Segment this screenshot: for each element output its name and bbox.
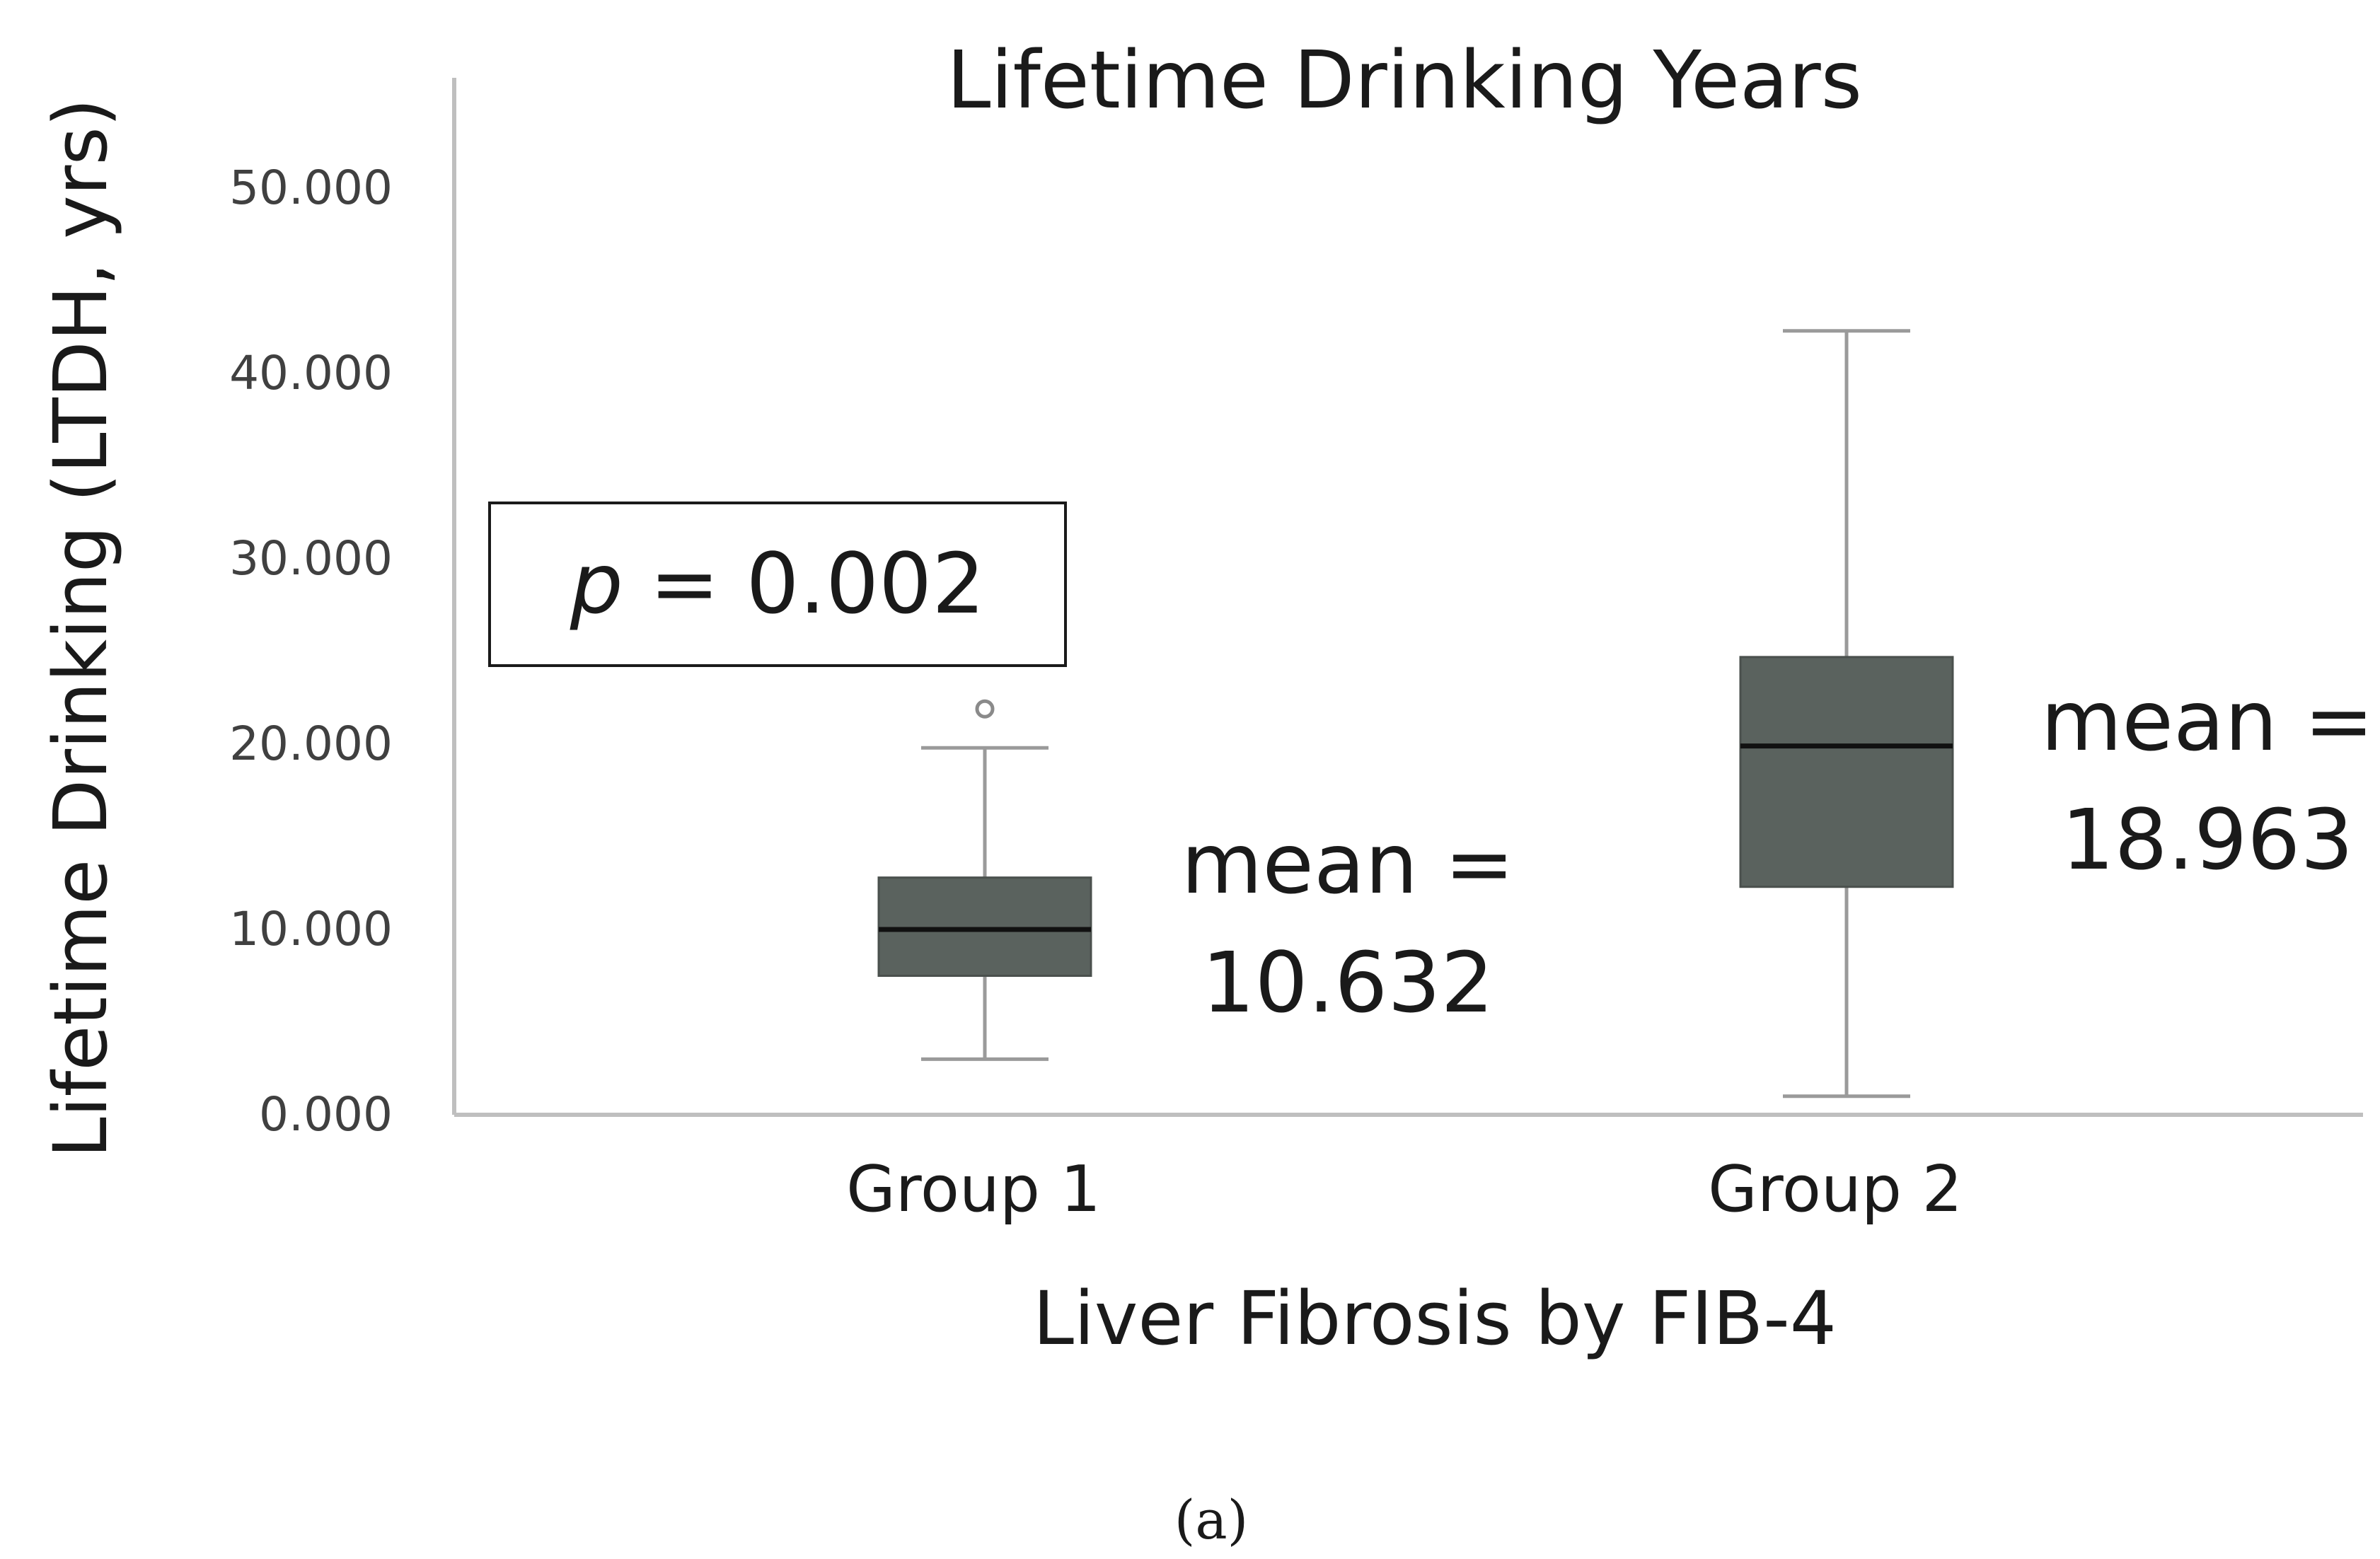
mean-annotations: mean = 10.632 mean = 18.963 xyxy=(1181,672,2374,1031)
p-value: = 0.002 xyxy=(623,535,986,632)
y-tick-label: 30.000 xyxy=(229,531,393,586)
y-tick-label: 50.000 xyxy=(229,161,393,215)
mean-value: 10.632 xyxy=(1202,934,1494,1031)
category-labels: Group 1 Group 2 xyxy=(846,1152,1963,1227)
boxes xyxy=(877,329,1954,1099)
y-tick-label: 20.000 xyxy=(229,717,393,771)
p-symbol: p xyxy=(570,535,623,632)
p-value-annotation: p = 0.002 xyxy=(488,502,1067,667)
chart-title: Lifetime Drinking Years xyxy=(947,35,1862,127)
box-iqr xyxy=(877,876,1092,978)
y-tick-labels: 0.000 10.000 20.000 30.000 40.000 50.000 xyxy=(229,161,393,1142)
box-1 xyxy=(877,699,1092,1061)
y-axis-label: Lifetime Drinking (LTDH, yrs) xyxy=(37,98,124,1158)
y-tick-label: 10.000 xyxy=(229,902,393,956)
box-2 xyxy=(1739,329,1954,1099)
mean-label: mean = xyxy=(1181,815,1514,912)
category-label: Group 2 xyxy=(1708,1152,1963,1227)
box-iqr xyxy=(1739,656,1954,888)
p-value-text: p = 0.002 xyxy=(570,535,986,632)
outlier-point xyxy=(975,699,995,719)
mean-value: 18.963 xyxy=(2062,791,2354,888)
figure-caption: (a) xyxy=(1174,1488,1249,1551)
p-value-box xyxy=(488,502,1067,667)
category-label: Group 1 xyxy=(846,1152,1101,1227)
x-axis-label: Liver Fibrosis by FIB-4 xyxy=(1033,1275,1837,1362)
y-tick-label: 40.000 xyxy=(229,346,393,400)
mean-label: mean = xyxy=(2040,672,2374,770)
y-tick-label: 0.000 xyxy=(259,1087,393,1142)
